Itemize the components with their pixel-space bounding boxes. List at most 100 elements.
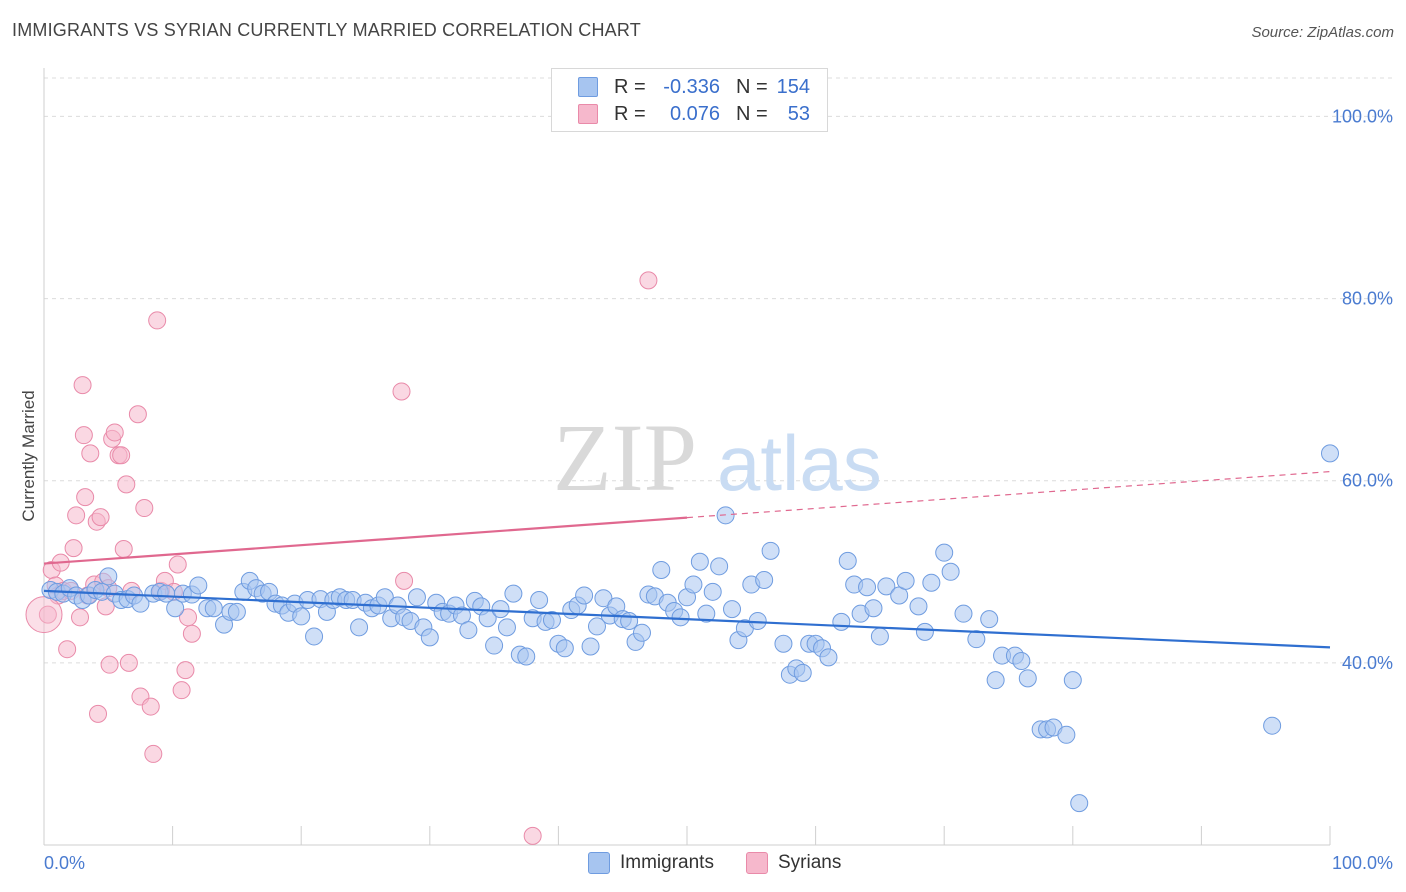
y-tick-label: 60.0% <box>1342 471 1393 491</box>
legend-row-syrians: R = 0.076 N = 53 <box>578 102 810 126</box>
immigrant-point <box>292 607 311 626</box>
immigrant-point <box>761 541 780 560</box>
legend-n-label: N = <box>736 75 768 98</box>
x-ticks <box>43 826 1331 845</box>
immigrant-point <box>652 560 671 579</box>
syrian-point <box>144 744 163 763</box>
immigrant-point <box>157 584 176 603</box>
chart-title: IMMIGRANTS VS SYRIAN CURRENTLY MARRIED C… <box>12 20 641 40</box>
immigrant-point <box>864 599 883 618</box>
source-label: Source: ZipAtlas.com <box>1251 24 1394 41</box>
syrian-point <box>176 661 195 680</box>
immigrant-point <box>671 608 690 627</box>
immigrant-point <box>935 543 954 562</box>
immigrant-point <box>491 600 510 619</box>
y-tick-label: 40.0% <box>1342 653 1393 673</box>
immigrant-point <box>723 600 742 619</box>
x-tick-label-min: 0.0% <box>44 853 85 873</box>
immigrant-point <box>986 671 1005 690</box>
immigrant-point <box>1321 444 1339 463</box>
syrian-point <box>81 444 100 463</box>
syrian-point <box>395 571 414 590</box>
immigrant-point <box>954 604 973 623</box>
syrian-point <box>67 506 86 525</box>
legend-swatch-syrians <box>578 104 598 124</box>
immigrant-point <box>305 627 324 646</box>
immigrant-point <box>555 639 574 658</box>
syrian-point <box>135 499 154 518</box>
immigrant-point <box>1057 725 1076 744</box>
immigrant-point <box>697 604 716 623</box>
legend-swatch-immigrants <box>578 77 598 97</box>
immigrant-point <box>459 621 478 640</box>
legend-r-value: -0.336 <box>663 75 720 98</box>
series-legend-syrians[interactable]: Syrians <box>745 852 841 874</box>
watermark: ZIP atlas <box>553 404 882 511</box>
immigrants-trend-line <box>43 589 1331 649</box>
immigrant-point <box>915 622 934 641</box>
syrian-point <box>58 640 77 659</box>
y-tick-label: 80.0% <box>1342 289 1393 309</box>
syrian-point <box>91 508 110 527</box>
watermark-atlas: atlas <box>717 419 882 507</box>
immigrant-point <box>774 634 793 653</box>
legend-n-label: N = <box>736 102 768 125</box>
syrian-point <box>392 382 411 401</box>
immigrant-point <box>587 617 606 636</box>
immigrant-point <box>710 557 729 576</box>
trend-lines <box>43 471 1331 649</box>
syrian-point <box>168 555 187 574</box>
immigrant-point <box>1012 652 1031 671</box>
immigrant-point <box>870 627 889 646</box>
immigrant-point <box>1070 794 1089 813</box>
syrians-trend-line-dashed <box>686 471 1331 519</box>
syrian-point <box>100 655 119 674</box>
legend-r-label: R = <box>614 102 646 125</box>
syrian-point <box>141 697 160 716</box>
immigrant-point <box>684 575 703 594</box>
legend-n-value: 154 <box>776 75 810 98</box>
immigrant-point <box>485 636 504 655</box>
y-axis-label: Currently Married <box>19 390 38 521</box>
immigrant-point <box>793 663 812 682</box>
immigrant-point <box>755 570 774 589</box>
immigrant-point <box>530 591 549 610</box>
legend-r-label: R = <box>614 75 646 98</box>
immigrant-point <box>542 611 561 630</box>
immigrant-point <box>909 597 928 616</box>
series-swatch-syrians <box>745 852 768 874</box>
legend-row-immigrants: R = -0.336 N = 154 <box>578 75 810 99</box>
immigrant-point <box>99 567 118 586</box>
syrian-point <box>182 624 201 643</box>
syrians-trend-line <box>43 516 688 565</box>
watermark-zip: ZIP <box>553 404 697 511</box>
immigrant-point <box>189 576 208 595</box>
immigrant-point <box>581 637 600 656</box>
series-legend-immigrants[interactable]: Immigrants <box>588 852 714 874</box>
immigrant-point <box>922 573 941 592</box>
syrian-point <box>112 446 131 465</box>
immigrant-point <box>1063 671 1082 690</box>
syrian-point <box>38 605 57 624</box>
correlation-legend: R = -0.336 N = 154 R = 0.076 N = 53 <box>551 68 828 132</box>
immigrant-point <box>407 588 426 607</box>
immigrant-point <box>632 623 651 642</box>
syrian-point <box>105 423 124 442</box>
syrian-point <box>172 681 191 700</box>
immigrant-point <box>166 599 185 618</box>
syrian-point <box>71 608 90 627</box>
y-tick-label: 100.0% <box>1332 106 1393 126</box>
immigrant-point <box>517 647 536 666</box>
series-label-immigrants: Immigrants <box>620 852 714 873</box>
syrian-point <box>64 539 83 558</box>
immigrant-point <box>967 630 986 649</box>
immigrant-point <box>896 571 915 590</box>
y-tick-labels: 40.0% 60.0% 80.0% 100.0% <box>1332 106 1393 672</box>
syrian-point-large <box>25 596 63 634</box>
immigrant-point <box>350 618 369 637</box>
series-legend: Immigrants Syrians <box>588 852 873 874</box>
immigrant-point <box>504 584 523 603</box>
immigrant-point <box>227 602 246 621</box>
x-tick-label-max: 100.0% <box>1332 853 1393 873</box>
